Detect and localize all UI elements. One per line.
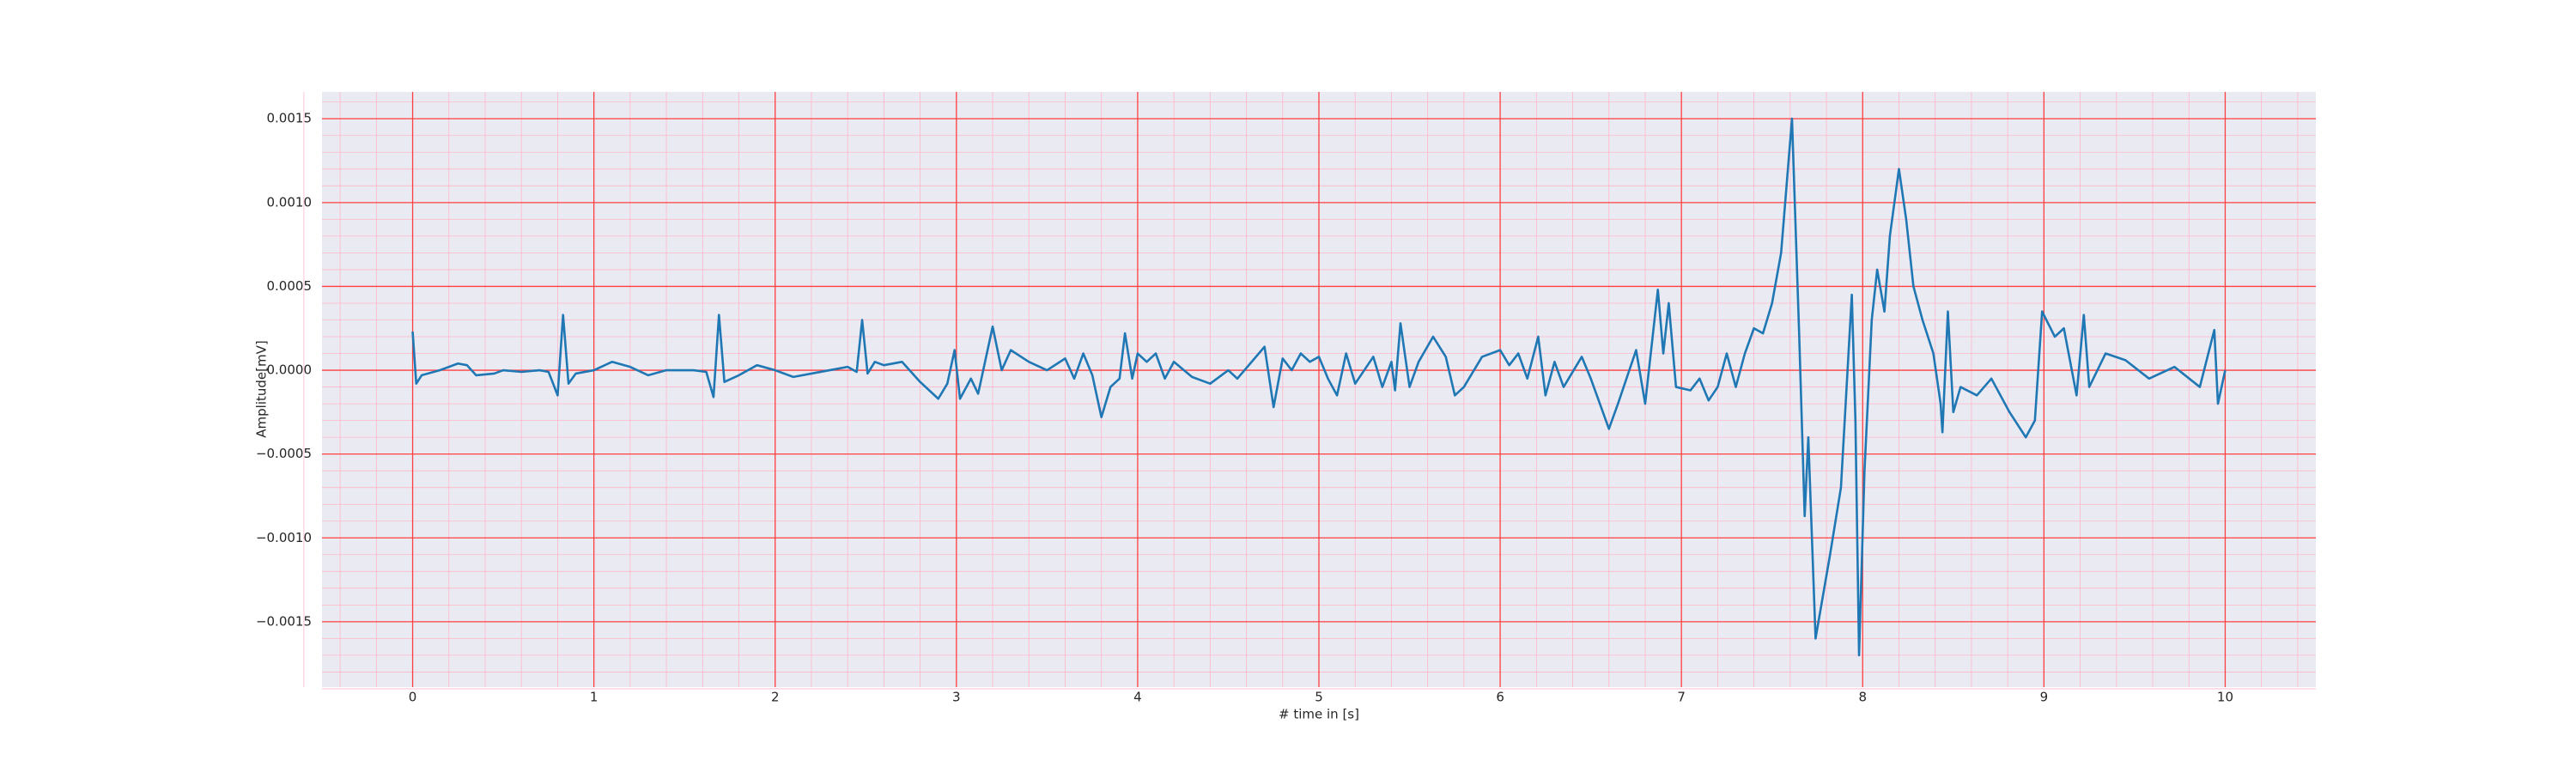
x-tick-label: 8 [1858,690,1867,705]
x-tick-label: 2 [771,690,780,705]
x-tick-label: 4 [1133,690,1142,705]
x-tick-label: 5 [1315,690,1323,705]
x-tick-label: 1 [590,690,598,705]
x-axis-label: # time in [s] [1279,707,1359,722]
y-tick-label: 0.0000 [267,362,313,378]
y-tick-label: −0.0010 [256,530,312,545]
y-tick-label: −0.0015 [256,613,312,629]
y-tick-label: 0.0005 [267,278,313,294]
x-tick-label: 7 [1677,690,1686,705]
x-tick-label: 10 [2217,690,2233,705]
y-axis-label: Amplitude[mV] [254,340,270,437]
x-tick-label: 6 [1496,690,1504,705]
y-tick-label: 0.0010 [267,194,313,210]
x-tick-label: 9 [2040,690,2049,705]
y-tick-label: −0.0005 [256,446,312,461]
x-tick-label: 3 [952,690,961,705]
y-tick-label: 0.0015 [267,111,313,126]
signal-line [411,117,2227,657]
x-tick-label: 0 [409,690,417,705]
